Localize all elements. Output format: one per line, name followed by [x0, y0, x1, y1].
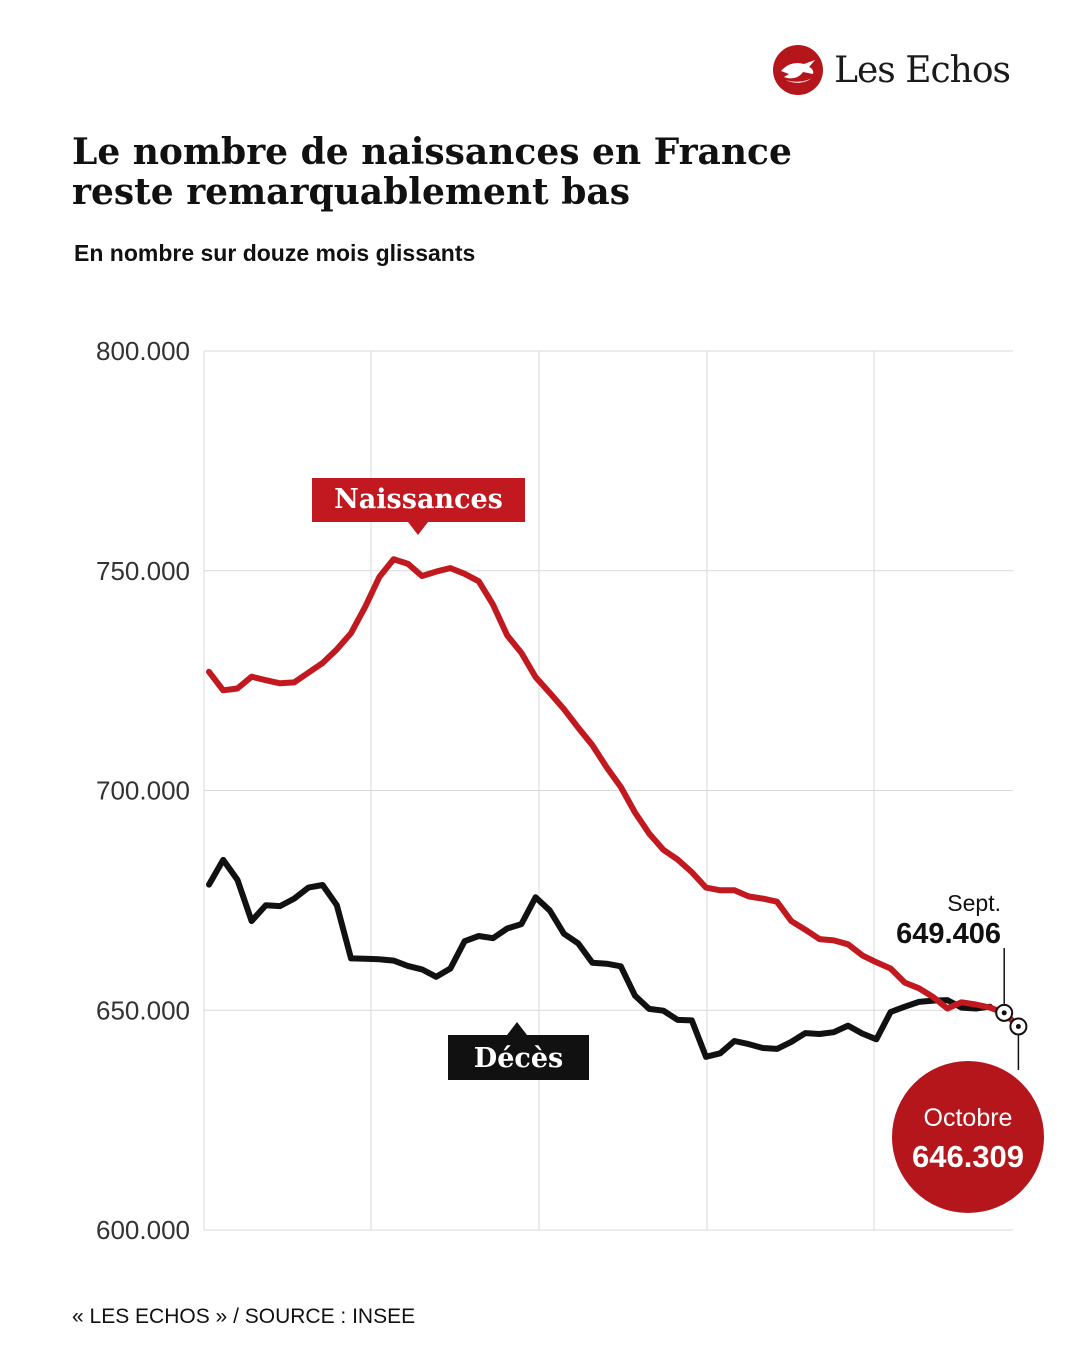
deces-label: Décès	[448, 1022, 589, 1080]
october-value-label: 646.309	[912, 1139, 1024, 1174]
september-annotation: Sept. 649.406	[896, 890, 1005, 1004]
series-line-naissances	[206, 556, 1022, 1030]
naissances-label-text: Naissances	[334, 484, 503, 515]
series-line-deces	[206, 856, 993, 1060]
y-tick-label: 600.000	[96, 1215, 190, 1245]
y-tick-label: 750.000	[96, 556, 190, 586]
october-callout: Octobre 646.309	[892, 1035, 1044, 1213]
naissances-label: Naissances	[312, 478, 525, 535]
source-note: « LES ECHOS » / SOURCE : INSEE	[72, 1305, 416, 1328]
september-month-label: Sept.	[947, 890, 1001, 916]
brand-logo: Les Echos	[772, 44, 1011, 96]
y-tick-label: 700.000	[96, 776, 190, 806]
les-echos-bird-logo-icon	[773, 45, 824, 95]
october-callout-circle	[892, 1061, 1044, 1213]
chart-subtitle: En nombre sur douze mois glissants	[74, 240, 476, 266]
october-month-label: Octobre	[924, 1104, 1013, 1132]
september-marker-dot	[1001, 1010, 1007, 1016]
naissances-label-box	[312, 478, 525, 522]
y-tick-label: 650.000	[96, 995, 190, 1025]
deces-label-box	[448, 1035, 589, 1080]
end-markers	[995, 1003, 1028, 1036]
grid	[203, 350, 1013, 1231]
october-marker-dot	[1015, 1023, 1021, 1029]
deces-label-text: Décès	[474, 1043, 563, 1074]
chart-title: Le nombre de naissances en France reste …	[72, 131, 792, 213]
y-tick-label: 800.000	[96, 336, 190, 366]
y-axis-ticks: 800.000 750.000 700.000 650.000 600.000	[96, 336, 190, 1245]
naissances-label-pointer	[408, 522, 428, 535]
series-lines	[206, 556, 1022, 1060]
brand-name: Les Echos	[834, 49, 1011, 91]
september-value-label: 649.406	[896, 918, 1001, 950]
deces-label-pointer	[507, 1022, 527, 1035]
